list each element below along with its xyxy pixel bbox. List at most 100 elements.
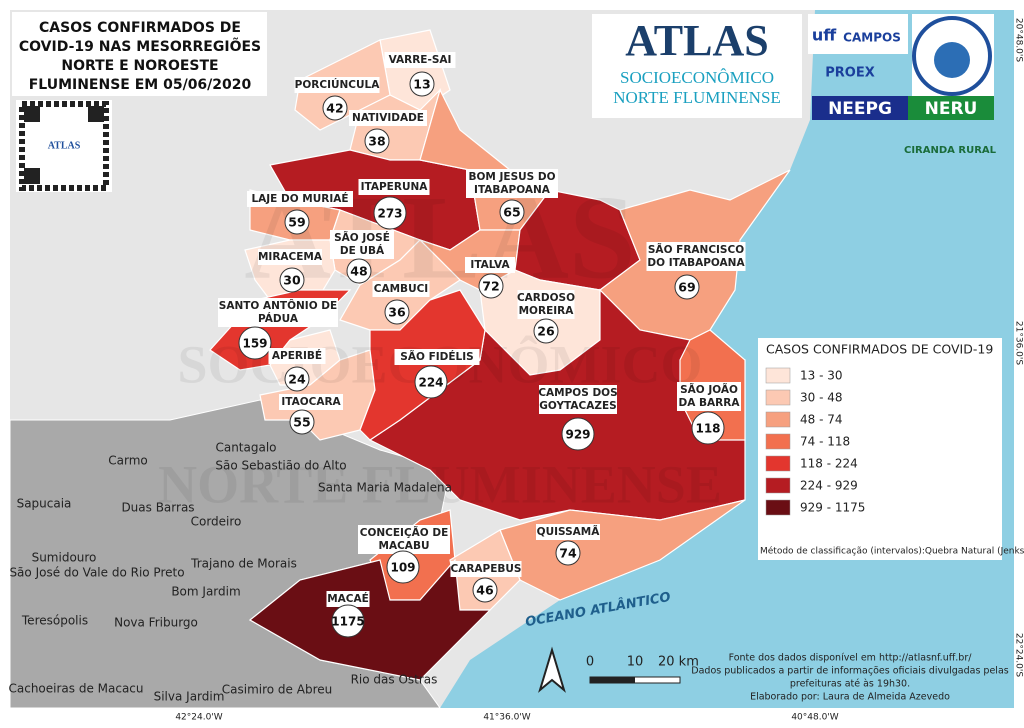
legend-swatch xyxy=(765,411,791,428)
label-box xyxy=(466,169,558,198)
case-circle xyxy=(386,550,420,584)
case-count: 59 xyxy=(288,215,305,230)
municipality-name: ITAPERUNA xyxy=(361,181,429,193)
neighbor-label: Carmo xyxy=(108,454,148,468)
case-count: 1175 xyxy=(331,615,364,629)
source-note: Elaborado por: Laura de Almeida Azevedo xyxy=(750,692,950,703)
case-count: 929 xyxy=(565,428,590,442)
source-note: Dados publicados a partir de informações… xyxy=(691,666,1008,677)
label-box xyxy=(450,561,522,577)
partner-name: PROEX xyxy=(825,66,875,81)
logo-box xyxy=(592,14,802,118)
case-circle xyxy=(414,365,448,399)
municipality-name: CONCEIÇÃO DE xyxy=(360,526,449,539)
label-box xyxy=(294,77,380,93)
watermark: NORTE FLUMINENSE xyxy=(158,454,722,514)
case-count: 42 xyxy=(326,101,343,116)
neighbor-label: São José do Vale do Rio Preto xyxy=(9,566,184,580)
case-circle xyxy=(674,274,700,300)
municipality-name: MOREIRA xyxy=(519,305,575,317)
case-circle xyxy=(373,196,407,230)
label-box xyxy=(394,349,480,365)
case-circle xyxy=(284,209,310,235)
logo-subtitle: NORTE FLUMINENSE xyxy=(613,88,781,107)
municipality-name: BOM JESUS DO xyxy=(468,171,555,183)
legend-label: 13 - 30 xyxy=(800,369,843,383)
neighbor-label: Duas Barras xyxy=(121,501,194,515)
case-count: 26 xyxy=(537,324,555,339)
case-circle xyxy=(289,409,315,435)
case-count: 109 xyxy=(390,561,415,575)
municipality-name: PÁDUA xyxy=(258,312,299,325)
municipality-name: MIRACEMA xyxy=(258,251,323,263)
latitude-label: 22°24.0'S xyxy=(1014,633,1024,677)
municipality-name: ITABAPOANA xyxy=(474,184,551,196)
partner-name: NERU xyxy=(925,99,978,119)
partner-logo xyxy=(812,96,908,120)
municipality-name: MACAÉ xyxy=(327,592,369,605)
partner-name: CAMPOS xyxy=(843,31,901,45)
neighbor-label: Silva Jardim xyxy=(154,690,225,704)
municipality-name: SÃO JOÃO xyxy=(680,383,738,396)
partner-name: CIRANDA RURAL xyxy=(904,145,997,156)
municipality-name: SANTO ANTÔNIO DE xyxy=(219,299,337,312)
municipality-name: MACABU xyxy=(379,540,430,552)
case-circle xyxy=(279,267,305,293)
case-count: 224 xyxy=(418,376,443,390)
label-box xyxy=(384,52,456,68)
label-box xyxy=(677,382,741,411)
neighbor-label: Santa Maria Madalena xyxy=(318,481,452,495)
partner-logo xyxy=(908,96,994,120)
label-box xyxy=(539,385,617,414)
scale-label: 0 xyxy=(586,655,594,670)
municipality-name: LAJE DO MURIAÉ xyxy=(251,192,348,205)
case-count: 38 xyxy=(368,134,385,149)
label-box xyxy=(268,348,326,364)
municipality-name: SÃO FIDÉLIS xyxy=(400,350,473,363)
legend-swatch xyxy=(765,477,791,494)
title-line: CASOS CONFIRMADOS DE xyxy=(39,20,241,36)
north-arrow xyxy=(538,646,566,693)
case-count: 55 xyxy=(293,415,310,430)
case-count: 24 xyxy=(288,372,306,387)
scale-label: 10 xyxy=(627,655,644,670)
scale-bar xyxy=(590,677,635,683)
case-circle xyxy=(478,273,504,299)
case-circle xyxy=(238,326,272,360)
case-circle xyxy=(284,366,310,392)
label-box xyxy=(358,179,430,195)
neighbor-label: Casimiro de Abreu xyxy=(222,683,332,697)
case-circle xyxy=(409,71,435,97)
legend-title: CASOS CONFIRMADOS DE COVID-19 xyxy=(766,342,993,357)
label-box xyxy=(465,257,515,273)
label-box xyxy=(536,524,600,540)
label-box xyxy=(646,242,746,271)
municipality-name: DE UBÁ xyxy=(340,244,385,257)
longitude-label: 40°48.0'W xyxy=(791,713,838,723)
legend-swatch xyxy=(765,367,791,384)
municipality-name: GOYTACAZES xyxy=(539,400,616,412)
municipality-name: CAMBUCI xyxy=(374,283,428,295)
partner-name: uff xyxy=(812,26,837,45)
case-count: 13 xyxy=(413,77,430,92)
case-circle xyxy=(472,577,498,603)
neighbor-label: Trajano de Morais xyxy=(190,557,297,571)
case-circle xyxy=(322,95,348,121)
qr-code xyxy=(16,100,112,192)
case-count: 72 xyxy=(482,279,499,294)
label-box xyxy=(349,110,427,126)
municipality-name: ITALVA xyxy=(470,259,510,271)
municipality-name: ITAOCARA xyxy=(281,396,341,408)
neighbor-label: Cantagalo xyxy=(215,441,276,455)
case-circle xyxy=(331,604,365,638)
longitude-label: 41°36.0'W xyxy=(483,713,530,723)
case-circle xyxy=(533,318,559,344)
neighbor-label: Cordeiro xyxy=(191,515,242,529)
legend-method: Método de classificação (intervalos):Que… xyxy=(760,546,1024,557)
legend-label: 74 - 118 xyxy=(800,435,850,449)
label-box xyxy=(330,230,394,259)
neighbor-label: Rio das Ostras xyxy=(351,673,438,687)
label-box xyxy=(247,191,353,207)
municipality-name: CARAPEBUS xyxy=(450,563,521,575)
